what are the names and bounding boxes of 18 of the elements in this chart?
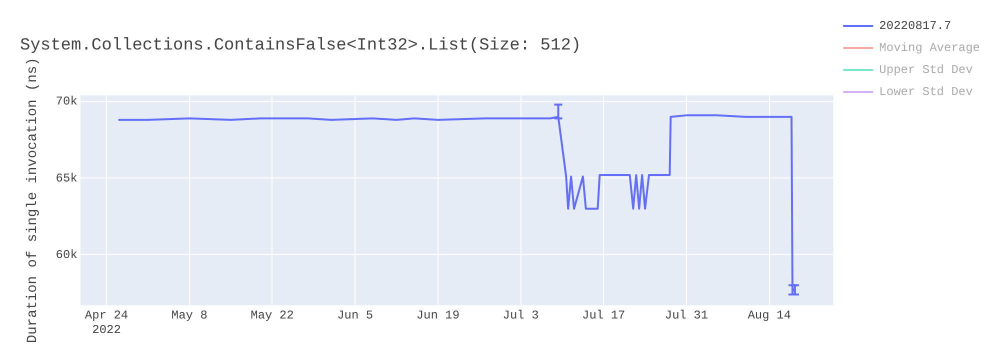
x-tick-label: Jul 3 [502, 308, 539, 323]
y-tick-label: 65k [56, 171, 78, 186]
legend-label: Upper Std Dev [879, 63, 973, 78]
x-tick-label: Jul 17 [582, 308, 626, 323]
x-tick-label: Jun 19 [416, 308, 460, 323]
legend-label: Moving Average [879, 41, 980, 56]
chart-title: System.Collections.ContainsFalse<Int32>.List(Size: 512) [20, 36, 582, 56]
x-tick-label: Aug 14 [748, 308, 791, 323]
y-axis-title: Duration of single invocation (ns) [25, 57, 42, 344]
y-tick-label: 60k [56, 248, 78, 262]
y-tick-label: 70k [56, 94, 78, 109]
legend-label: Lower Std Dev [879, 85, 973, 100]
x-tick-label: May 8 [171, 308, 208, 323]
legend-label: 20220817.7 [879, 19, 952, 34]
x-tick-label: Jul 31 [664, 308, 708, 323]
x-tick-label: Jun 5 [337, 308, 374, 323]
x-tick-label: May 22 [250, 308, 294, 323]
x-tick-label: Apr 24 2022 [84, 308, 128, 337]
